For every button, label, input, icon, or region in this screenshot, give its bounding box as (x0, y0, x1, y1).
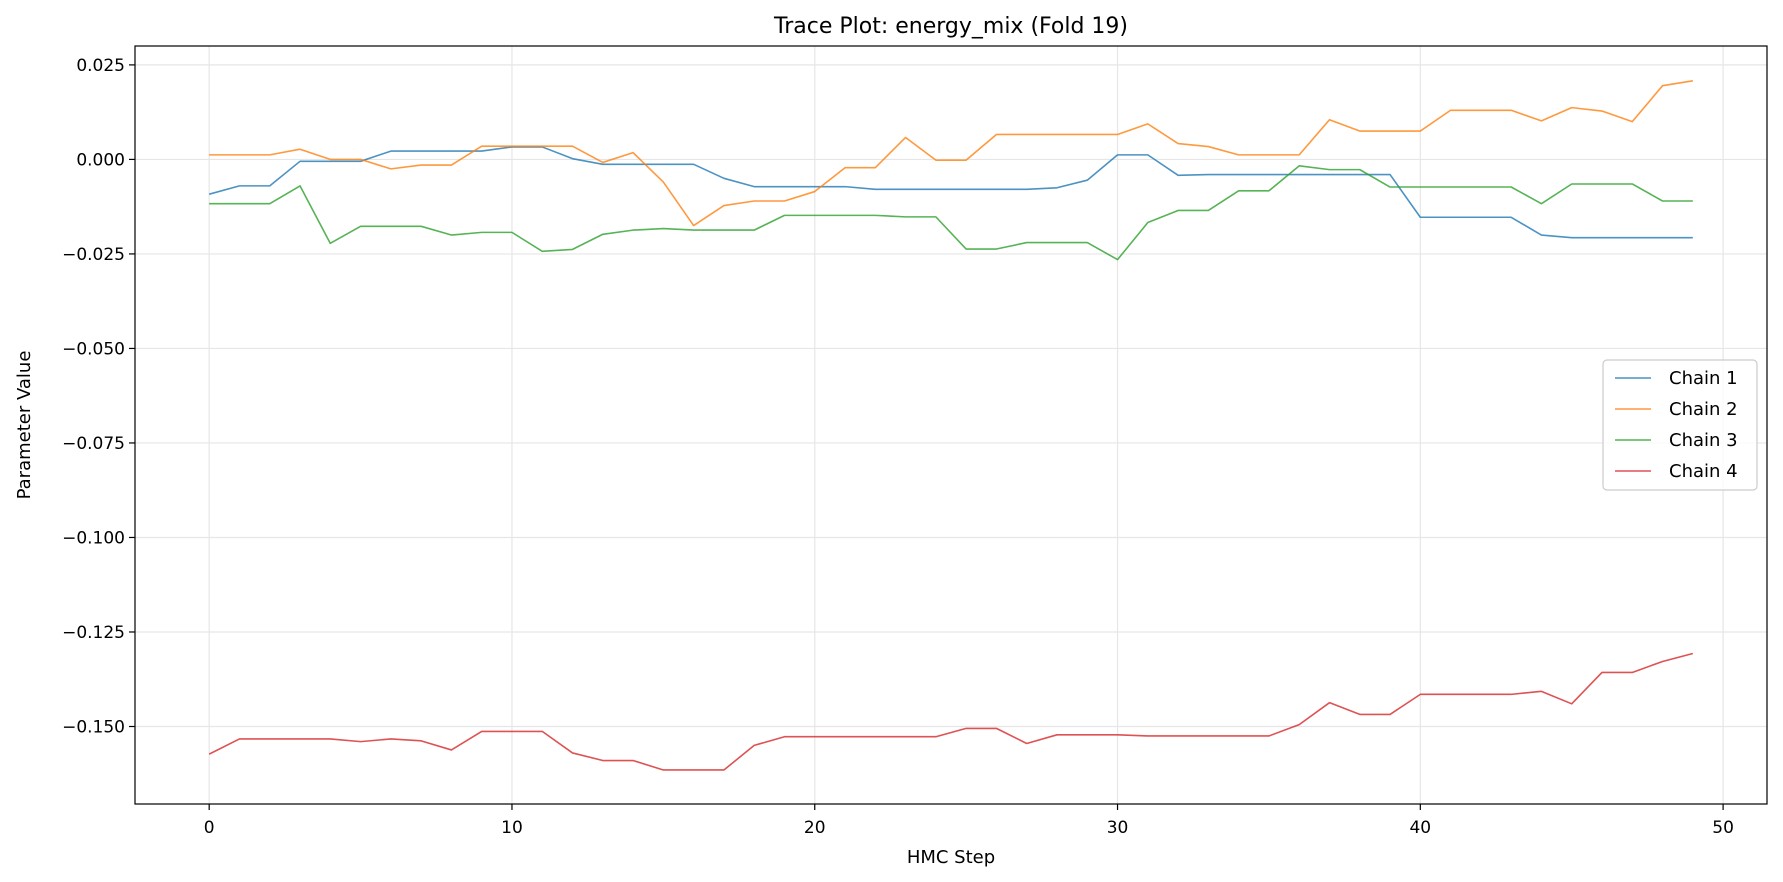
y-tick-label: −0.025 (62, 245, 125, 265)
x-tick-label: 30 (1107, 818, 1129, 838)
x-tick-label: 50 (1712, 818, 1734, 838)
legend-label-chain-2: Chain 2 (1669, 399, 1738, 420)
y-axis-ticks: 0.025 0.000 −0.025 −0.050 −0.075 −0.100 −0.125… (62, 56, 135, 737)
y-tick-label: −0.150 (62, 717, 125, 737)
series-line-chain-4 (208, 652, 1694, 771)
y-tick-label: 0.000 (76, 150, 125, 170)
legend: Chain 1 Chain 2 Chain 3 Chain 4 (1602, 359, 1758, 491)
series-lines (208, 79, 1694, 771)
y-tick-label: −0.100 (62, 528, 125, 548)
y-tick-label: −0.075 (62, 434, 125, 454)
x-tick-label: 40 (1409, 818, 1431, 838)
plot-frame (134, 45, 1768, 805)
legend-box (1602, 359, 1758, 491)
legend-label-chain-3: Chain 3 (1669, 430, 1738, 451)
series-line-chain-1 (208, 146, 1693, 239)
legend-label-chain-1: Chain 1 (1669, 368, 1738, 389)
chart-title: Trace Plot: energy_mix (Fold 19) (773, 14, 1128, 39)
x-axis-label: HMC Step (907, 847, 995, 868)
series-line-chain-3 (209, 165, 1693, 261)
y-tick-label: −0.050 (62, 339, 125, 359)
x-axis-ticks: 0 10 20 30 40 50 (204, 804, 1734, 838)
legend-label-chain-4: Chain 4 (1669, 461, 1738, 482)
x-tick-label: 0 (204, 818, 215, 838)
y-tick-label: 0.025 (76, 56, 125, 76)
y-axis-label: Parameter Value (14, 351, 35, 500)
x-tick-label: 10 (501, 818, 523, 838)
y-tick-label: −0.125 (62, 623, 125, 643)
series-line-chain-2 (209, 79, 1693, 227)
x-tick-label: 20 (804, 818, 826, 838)
